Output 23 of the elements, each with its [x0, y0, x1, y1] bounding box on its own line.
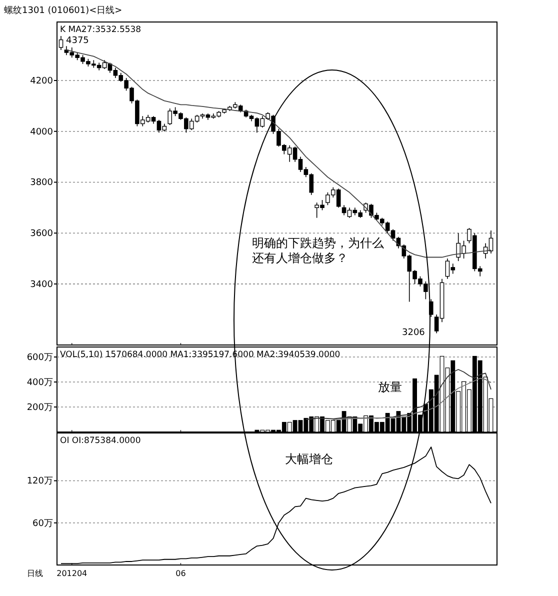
x-axis-title: 日线	[27, 569, 43, 578]
chart-title: 螺纹1301 (010601)<日线>	[4, 5, 122, 16]
x-tick-label: 06	[176, 569, 186, 578]
annotation: 明确的下跌趋势，为什么还有人增仓做多？	[252, 236, 385, 266]
y-tick-label: 200万	[26, 403, 53, 413]
chart-title: OI OI:875384.0000	[60, 436, 141, 446]
y-tick-label: 120万	[26, 476, 53, 487]
annotation: 3206	[402, 327, 426, 339]
line-series	[305, 369, 492, 420]
y-tick-label: 3600	[30, 229, 54, 240]
annotation: 大幅增仓	[285, 452, 334, 467]
x-tick-label: 201204	[56, 569, 88, 578]
chart-subtitle: K MA27:3532.5538	[60, 25, 142, 35]
y-tick-label: 4200	[30, 76, 54, 86]
y-tick-label: 600万	[26, 353, 53, 363]
y-tick-label: 3800	[30, 178, 54, 188]
y-tick-label: 3400	[30, 280, 54, 290]
y-tick-label: 400万	[26, 378, 53, 388]
annotation: 放量	[378, 380, 403, 395]
y-tick-label: 60万	[32, 518, 53, 529]
line-series	[332, 378, 492, 420]
annotation: 4375	[66, 35, 90, 47]
y-tick-label: 4000	[30, 127, 54, 138]
